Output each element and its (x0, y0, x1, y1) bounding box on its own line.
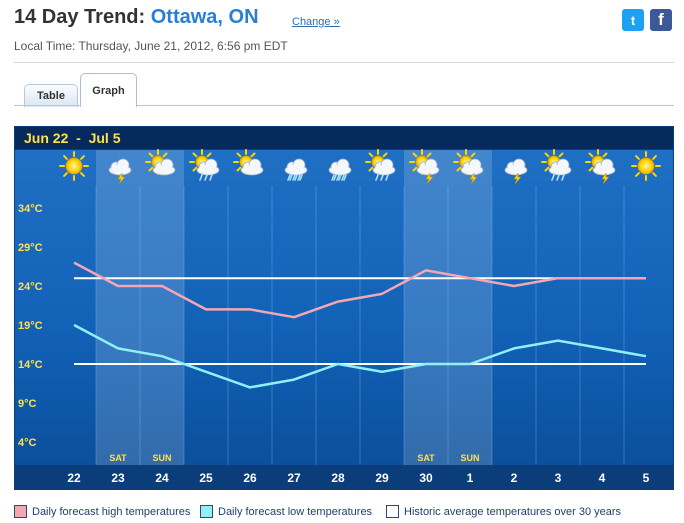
y-tick-label: 29°C (18, 242, 43, 254)
partly-cloudy-icon (233, 149, 264, 176)
partly-cloudy-showers-icon (541, 149, 572, 181)
legend-item-high: Daily forecast high temperatures (14, 505, 190, 518)
change-location-link[interactable]: Change » (292, 16, 340, 28)
weekend-bands (96, 150, 492, 465)
x-tick-label: 5 (643, 471, 650, 485)
weekend-label: SAT (109, 453, 127, 463)
y-tick-label: 9°C (18, 398, 37, 410)
legend-label-high: Daily forecast high temperatures (32, 505, 191, 518)
x-tick-label: 22 (67, 471, 81, 485)
x-tick-label: 30 (419, 471, 433, 485)
x-tick-label: 27 (287, 471, 301, 485)
x-axis-bar (15, 465, 673, 489)
tab-table-label: Table (37, 90, 65, 102)
x-tick-label: 1 (467, 471, 474, 485)
legend-swatch-high (14, 505, 27, 518)
x-tick-label: 3 (555, 471, 562, 485)
partly-cloudy-icon (145, 149, 176, 176)
x-tick-label: 24 (155, 471, 169, 485)
thunderstorm-icon (108, 158, 132, 185)
showers-icon (284, 158, 308, 181)
header-divider (14, 62, 674, 63)
x-tick-label: 4 (599, 471, 606, 485)
y-tick-label: 14°C (18, 359, 43, 371)
tab-graph-label: Graph (92, 84, 125, 97)
twitter-icon: t (630, 12, 636, 28)
partly-cloudy-showers-icon (365, 149, 396, 181)
twitter-share-button[interactable]: t (622, 9, 644, 31)
weekend-label: SUN (152, 453, 171, 463)
weekend-band (404, 150, 448, 465)
partly-cloudy-showers-icon (189, 149, 220, 181)
legend-swatch-historic (386, 505, 399, 518)
sunny-icon (59, 151, 89, 181)
y-tick-label: 4°C (18, 437, 37, 449)
trend-chart: Jun 22 - Jul 5 34°C 29°C 24°C 19°C 14°C 9°C 4°… (14, 126, 674, 490)
plot-background (15, 150, 673, 465)
x-tick-label: 26 (243, 471, 257, 485)
vertical-gridlines (95, 186, 625, 465)
sunny-icon (631, 151, 661, 181)
y-tick-label: 34°C (18, 203, 43, 215)
weekend-band (140, 150, 184, 465)
partly-cloudy-thunderstorm-icon (453, 149, 484, 185)
facebook-share-button[interactable]: f (650, 9, 672, 31)
low-temperature-line (73, 323, 647, 389)
thunderstorm-icon (504, 158, 528, 185)
partly-cloudy-thunderstorm-icon (409, 149, 440, 185)
tab-table[interactable]: Table (24, 84, 78, 107)
local-time: Local Time: Thursday, June 21, 2012, 6:5… (14, 39, 288, 53)
chart-date-range: Jun 22 - Jul 5 (24, 130, 121, 146)
x-tick-label: 28 (331, 471, 345, 485)
historic-average-lines (74, 277, 646, 365)
high-temperature-line (73, 261, 646, 319)
weekend-band (448, 150, 492, 465)
weather-icons-row (59, 149, 661, 185)
partly-cloudy-thunderstorm-icon (585, 149, 616, 185)
legend-label-historic: Historic average temperatures over 30 ye… (404, 505, 622, 518)
page-title: 14 Day Trend: Ottawa, ON (14, 6, 259, 29)
showers-icon (328, 158, 352, 181)
legend-swatch-low (200, 505, 213, 518)
y-tick-label: 24°C (18, 281, 43, 293)
trend-chart-svg: Jun 22 - Jul 5 34°C 29°C 24°C 19°C 14°C 9°C 4°… (14, 126, 674, 490)
y-tick-label: 19°C (18, 320, 43, 332)
tab-graph[interactable]: Graph (80, 73, 137, 107)
x-tick-label: 2 (511, 471, 518, 485)
forecast-series (73, 261, 647, 389)
legend-item-low: Daily forecast low temperatures (200, 505, 372, 518)
y-axis: 34°C 29°C 24°C 19°C 14°C 9°C 4°C (18, 203, 43, 449)
x-tick-label: 23 (111, 471, 125, 485)
city-name: Ottawa, ON (150, 6, 259, 28)
tab-divider (14, 105, 674, 106)
chart-header-bar (15, 127, 673, 149)
x-tick-label: 25 (199, 471, 213, 485)
weekend-label: SUN (460, 453, 479, 463)
weekend-band (96, 150, 140, 465)
legend-label-low: Daily forecast low temperatures (218, 505, 373, 518)
title-prefix: 14 Day Trend: (14, 6, 146, 28)
x-tick-label: 29 (375, 471, 389, 485)
facebook-icon: f (658, 10, 664, 29)
legend-item-historic: Historic average temperatures over 30 ye… (386, 505, 621, 518)
weekend-label: SAT (417, 453, 435, 463)
